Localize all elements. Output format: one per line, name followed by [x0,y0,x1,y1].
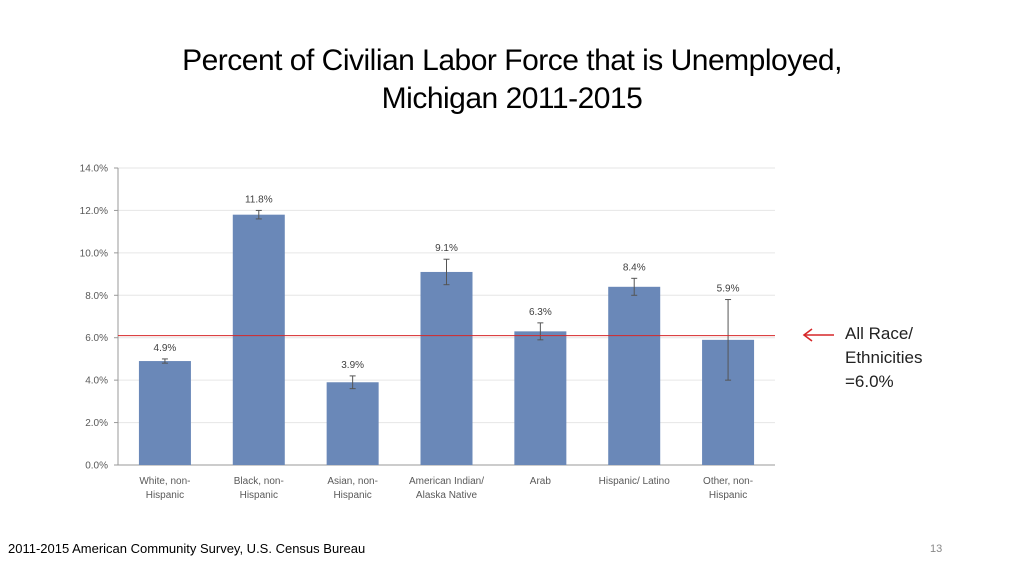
y-tick-label: 12.0% [80,206,108,217]
x-tick-label: Arab [530,476,552,487]
y-tick-label: 4.0% [85,376,108,387]
data-label: 4.9% [154,343,177,354]
annotation-line-3: =6.0% [845,372,894,391]
overall-rate-annotation: All Race/ Ethnicities =6.0% [845,322,922,394]
left-arrow-icon [802,328,834,342]
x-tick-label: Asian, non- [327,476,378,487]
x-tick-label: American Indian/ [409,476,484,487]
data-label: 9.1% [435,243,458,254]
x-tick-label: Black, non- [234,476,284,487]
chart-title-line1: Percent of Civilian Labor Force that is … [182,44,842,77]
x-tick-label: Hispanic [146,490,184,501]
annotation-line-1: All Race/ [845,324,914,343]
data-label: 8.4% [623,262,646,273]
y-tick-label: 10.0% [80,248,108,259]
bar [138,361,191,465]
x-tick-label: Hispanic/ Latino [599,476,671,487]
page-number: 13 [930,543,943,555]
bar [514,331,567,465]
y-tick-label: 14.0% [80,164,108,175]
y-tick-label: 8.0% [85,291,108,302]
x-tick-label: Hispanic [333,490,371,501]
x-tick-label: Alaska Native [416,490,478,501]
source-note: 2011-2015 American Community Survey, U.S… [8,541,366,556]
bar [326,382,379,465]
bar [420,271,473,465]
bar [608,286,661,465]
x-tick-label: Other, non- [703,476,753,487]
x-tick-label: White, non- [139,476,190,487]
bar [232,214,285,465]
y-tick-label: 6.0% [85,333,108,344]
annotation-line-2: Ethnicities [845,348,923,367]
x-tick-label: Hispanic [240,490,278,501]
chart-title-line2: Michigan 2011-2015 [381,82,643,115]
data-label: 11.8% [245,194,273,205]
data-label: 5.9% [717,284,740,295]
chart-title: Percent of Civilian Labor Force that is … [0,42,1024,118]
y-tick-label: 0.0% [85,461,108,472]
y-tick-label: 2.0% [85,418,108,429]
x-tick-label: Hispanic [709,490,747,501]
data-label: 6.3% [529,307,552,318]
data-label: 3.9% [341,360,364,371]
